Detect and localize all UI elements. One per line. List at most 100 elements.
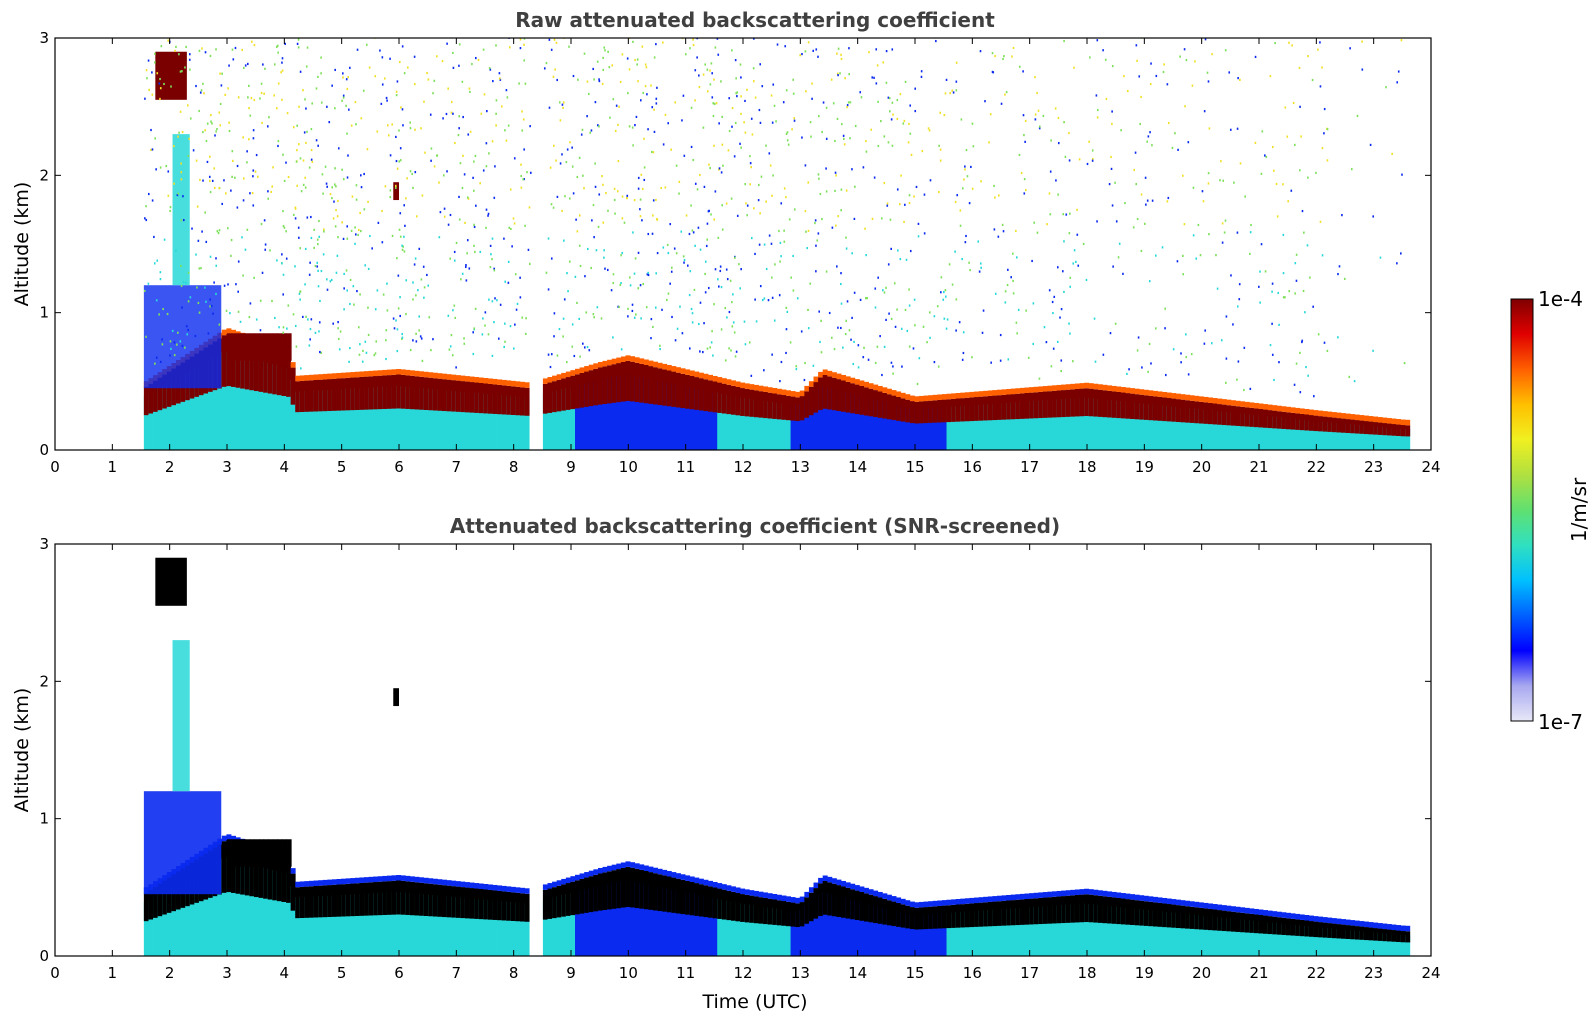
noise-speckle bbox=[1197, 223, 1200, 227]
aerosol-core-strip bbox=[1097, 895, 1103, 923]
layer-fringe-strip bbox=[666, 364, 672, 371]
boundary-layer-strip bbox=[386, 892, 392, 956]
noise-speckle bbox=[200, 89, 203, 92]
layer-fringe-strip bbox=[231, 329, 236, 336]
noise-speckle bbox=[833, 348, 836, 351]
noise-speckle bbox=[501, 105, 503, 108]
noise-speckle bbox=[718, 168, 720, 171]
aerosol-core-strip bbox=[620, 867, 626, 908]
noise-speckle bbox=[837, 326, 839, 329]
noise-speckle bbox=[287, 304, 290, 307]
noise-speckle bbox=[958, 321, 961, 324]
noise-speckle bbox=[515, 308, 518, 311]
layer-fringe-strip bbox=[1400, 419, 1406, 426]
noise-speckle bbox=[1298, 66, 1301, 69]
aerosol-core-strip bbox=[345, 377, 351, 411]
noise-speckle bbox=[1319, 41, 1321, 44]
layer-fringe-strip bbox=[992, 390, 998, 396]
boundary-layer-strip bbox=[1295, 418, 1301, 450]
noise-speckle bbox=[608, 66, 611, 69]
noise-speckle bbox=[448, 348, 451, 351]
noise-speckle bbox=[313, 246, 315, 249]
noise-speckle bbox=[412, 186, 414, 189]
noise-speckle bbox=[1059, 316, 1061, 319]
noise-speckle bbox=[773, 319, 776, 322]
boundary-layer-strip bbox=[776, 908, 782, 956]
noise-speckle bbox=[375, 340, 378, 343]
boundary-layer-strip bbox=[740, 397, 746, 450]
boundary-layer-strip bbox=[1336, 928, 1342, 956]
aerosol-core-strip bbox=[772, 393, 778, 419]
noise-speckle bbox=[666, 243, 669, 247]
aerosol-core-strip bbox=[1148, 901, 1154, 927]
noise-speckle bbox=[662, 246, 665, 249]
noise-speckle bbox=[184, 346, 186, 349]
x-tick-label: 7 bbox=[452, 964, 462, 982]
boundary-layer-strip bbox=[666, 382, 672, 450]
boundary-layer-strip bbox=[432, 894, 438, 956]
noise-speckle bbox=[364, 264, 367, 267]
noise-speckle bbox=[552, 75, 555, 78]
x-tick-label: 12 bbox=[733, 458, 752, 476]
noise-speckle bbox=[213, 167, 216, 170]
boundary-layer-strip bbox=[437, 389, 443, 450]
aerosol-core-strip bbox=[1010, 900, 1016, 926]
boundary-layer-strip bbox=[914, 915, 920, 956]
noise-speckle bbox=[204, 286, 206, 289]
noise-speckle bbox=[1238, 298, 1241, 301]
noise-speckle bbox=[556, 354, 559, 357]
aerosol-core-strip bbox=[474, 382, 480, 413]
noise-speckle bbox=[750, 236, 753, 240]
layer-fringe-strip bbox=[863, 887, 869, 894]
noise-speckle bbox=[627, 92, 629, 95]
aerosol-core-strip bbox=[1125, 899, 1131, 925]
noise-speckle bbox=[1023, 178, 1026, 181]
noise-speckle bbox=[341, 221, 343, 224]
noise-speckle bbox=[525, 317, 527, 320]
noise-speckle bbox=[655, 102, 658, 105]
noise-speckle bbox=[620, 348, 623, 351]
layer-fringe-strip bbox=[386, 369, 392, 376]
noise-speckle bbox=[1271, 282, 1274, 285]
boundary-layer-strip bbox=[928, 914, 934, 956]
aerosol-core-strip bbox=[510, 386, 516, 415]
noise-speckle bbox=[316, 265, 319, 268]
layer-fringe-strip bbox=[1322, 917, 1328, 923]
noise-speckle bbox=[374, 24, 376, 26]
noise-speckle bbox=[590, 266, 592, 270]
noise-speckle bbox=[198, 109, 200, 113]
noise-speckle bbox=[495, 124, 497, 127]
noise-speckle bbox=[956, 194, 959, 197]
noise-speckle bbox=[731, 106, 734, 110]
noise-speckle bbox=[1155, 74, 1158, 78]
boundary-layer-strip bbox=[831, 894, 837, 956]
noise-speckle bbox=[916, 382, 919, 386]
aerosol-core-strip bbox=[1033, 392, 1039, 419]
x-tick-label: 17 bbox=[1020, 964, 1039, 982]
boundary-layer-strip bbox=[909, 408, 915, 450]
boundary-layer-strip bbox=[634, 375, 640, 450]
noise-speckle bbox=[978, 270, 981, 273]
noise-speckle bbox=[927, 127, 930, 130]
noise-speckle bbox=[1191, 84, 1194, 87]
aerosol-core-strip bbox=[1281, 917, 1287, 935]
layer-fringe-strip bbox=[685, 875, 691, 881]
noise-speckle bbox=[1054, 107, 1057, 110]
layer-fringe-strip bbox=[1111, 385, 1117, 392]
layer-fringe-strip bbox=[955, 393, 961, 399]
noise-speckle bbox=[907, 141, 910, 144]
layer-fringe-strip bbox=[391, 369, 397, 375]
noise-speckle bbox=[1182, 174, 1184, 177]
noise-speckle bbox=[744, 183, 747, 186]
noise-speckle bbox=[689, 270, 692, 273]
aerosol-core-strip bbox=[561, 378, 567, 411]
aerosol-core-strip bbox=[634, 362, 640, 403]
boundary-layer-strip bbox=[405, 892, 411, 956]
aerosol-core-strip bbox=[1120, 898, 1126, 925]
aerosol-core-strip bbox=[611, 364, 617, 403]
noise-speckle bbox=[466, 239, 469, 242]
aerosol-core-strip bbox=[295, 381, 301, 413]
noise-speckle bbox=[400, 106, 402, 109]
boundary-layer-strip bbox=[428, 894, 434, 956]
noise-speckle bbox=[253, 276, 255, 279]
